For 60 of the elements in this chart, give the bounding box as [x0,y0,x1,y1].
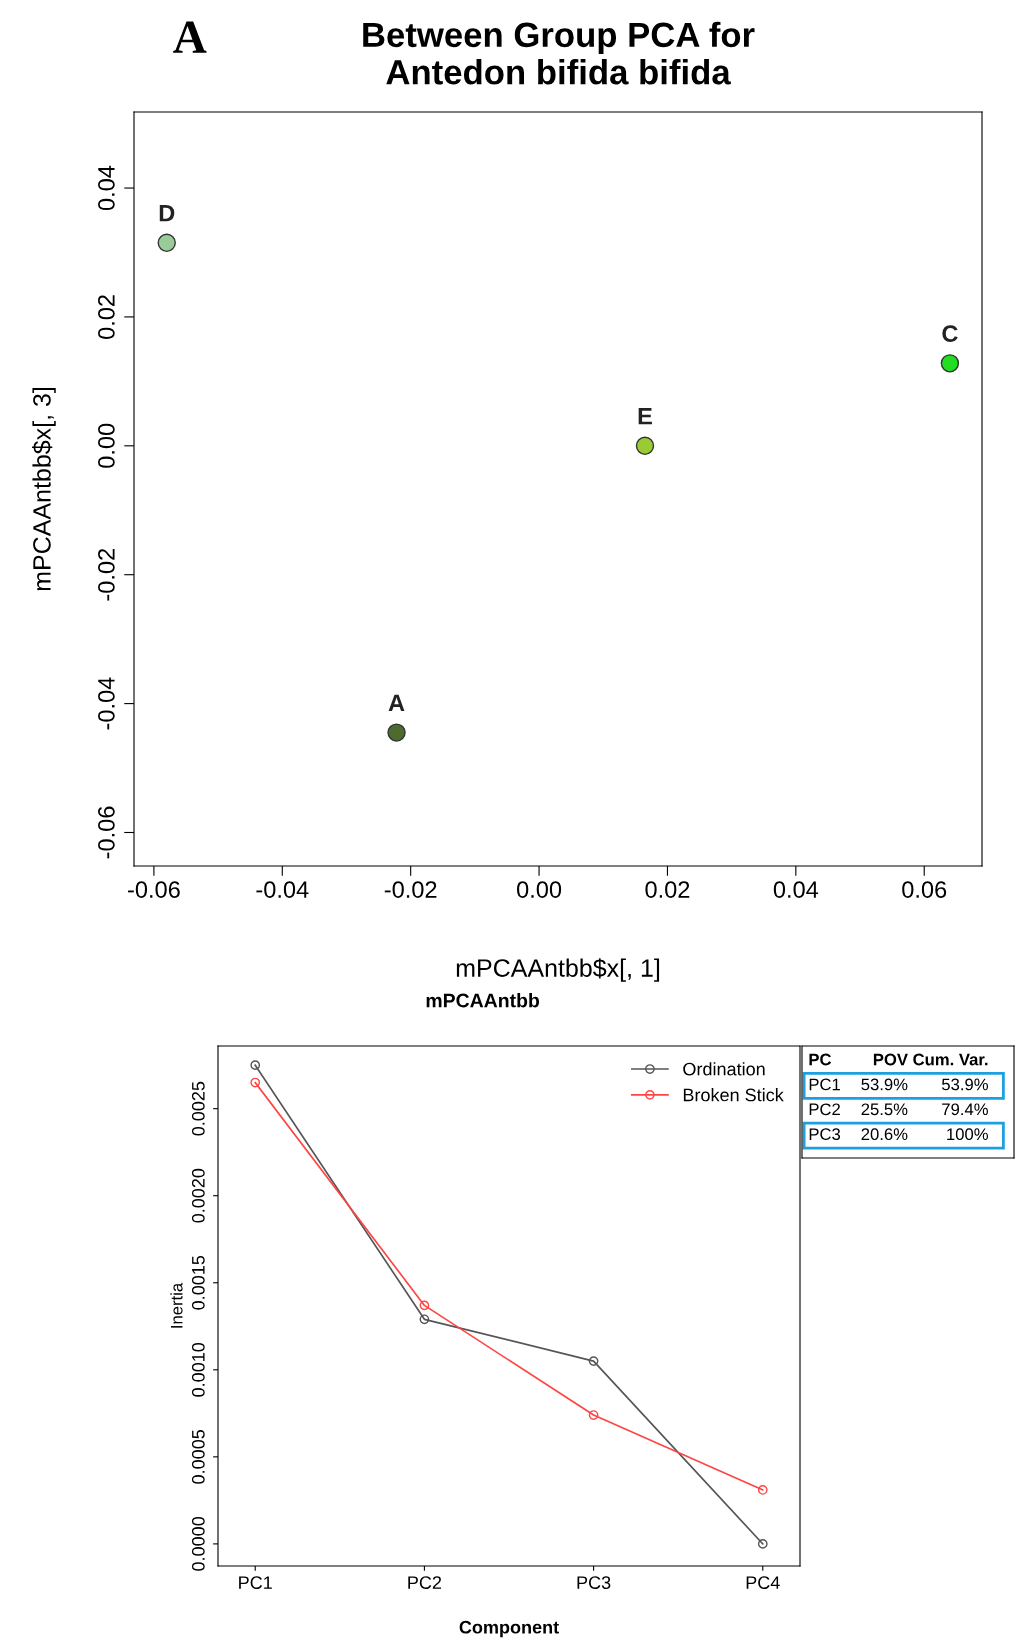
y-tick-label: -0.02 [98,548,115,601]
x-tick-label: PC4 [746,1576,780,1589]
series-label: D [159,205,175,222]
x-axis-title: mPCAAntbb$x[, 1] [456,958,660,982]
text: mPCAAntbb [426,993,540,1008]
point [250,1060,261,1071]
y-tick-label: 0.04 [98,165,115,211]
point [635,436,655,456]
x-tick-label: 0.00 [517,881,562,898]
y-tick-label: 0.0015 [191,1255,205,1310]
point [940,354,960,373]
y-tick-label: 0.02 [98,295,115,339]
series-label: E [638,408,652,425]
point [387,723,406,742]
x-tick-label: 0.06 [902,881,947,898]
x-tick-label: 0.04 [773,881,819,898]
y-tick-label: -0.04 [98,677,115,730]
y-tick-label: 0.0005 [191,1429,205,1484]
y-tick-label: 0.0025 [191,1081,205,1136]
point [757,1539,768,1549]
text: 53.9% [941,1078,988,1091]
x-tick-label: 0.02 [645,881,690,898]
text: PC3 [809,1128,841,1141]
y-tick-label: -0.06 [98,806,115,859]
text: 20.6% [861,1128,908,1141]
point [250,1077,261,1088]
text: PC2 [809,1103,840,1116]
text: A [173,21,207,53]
text: 53.9% [861,1078,908,1091]
y-axis-title: Inertia [170,1282,183,1328]
text: 25.5% [861,1103,908,1116]
text: PC1 [809,1078,840,1091]
y-axis-title: mPCAAntbb$x[, 3] [32,387,56,591]
y-tick-label: 0.00 [98,423,115,468]
x-tick-label: -0.02 [384,881,437,898]
x-tick-label: PC1 [239,1576,272,1589]
legend-label: Ordination [683,1062,765,1076]
series-label: A [388,694,405,712]
x-tick-label: -0.04 [256,881,309,898]
x-tick-label: -0.06 [128,881,180,898]
y-tick-label: 0.0020 [191,1168,205,1223]
y-tick-label: 0.0010 [191,1342,205,1397]
x-tick-label: PC3 [577,1576,611,1589]
point [419,1314,430,1325]
text: POV [873,1053,908,1066]
text: PC [809,1053,832,1066]
series-label: C [942,325,958,342]
y-tick-label: 0.0000 [191,1516,205,1571]
chart-title: Between Group PCA for Antedon bifida bifida [363,21,755,85]
point [588,1356,599,1366]
text: 100% [947,1128,988,1141]
x-tick-label: PC2 [408,1576,442,1589]
point [157,233,176,253]
x-axis-title: Component [459,1620,559,1638]
point [419,1300,430,1311]
text: 79.4% [942,1103,988,1116]
legend-label: Broken Stick [683,1088,784,1102]
text: Cum. Var. [913,1053,988,1066]
point [757,1485,768,1495]
point [588,1410,599,1420]
